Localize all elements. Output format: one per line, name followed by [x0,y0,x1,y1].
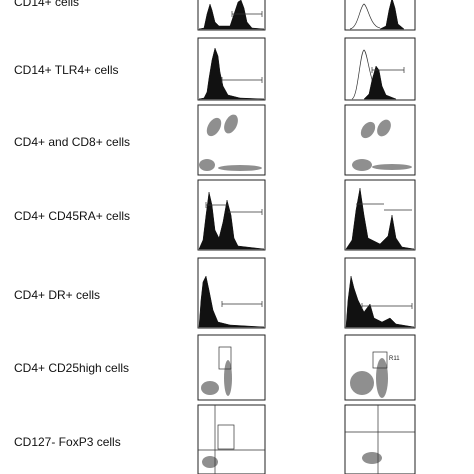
panel [344,104,416,176]
row-label: CD14+ TLR4+ cells [14,63,119,77]
panel [197,37,266,101]
panel [197,104,266,176]
panel [344,404,416,474]
row-label: CD127- FoxP3 cells [14,435,121,449]
row-label: CD14+ cells [14,0,79,9]
row-label: CD4+ DR+ cells [14,288,100,302]
panel [344,257,416,329]
row-label: CD4+ CD25high cells [14,361,129,375]
panel [197,0,266,31]
gate-label: R11 [389,356,400,362]
panel [197,257,266,329]
panel [344,179,416,251]
panel [197,404,266,474]
panel [344,0,416,31]
panel [344,37,416,101]
row-label: CD4+ and CD8+ cells [14,135,130,149]
row-label: CD4+ CD45RA+ cells [14,209,130,223]
panel: R11 [344,334,416,401]
panel [197,334,266,401]
panel [197,179,266,251]
